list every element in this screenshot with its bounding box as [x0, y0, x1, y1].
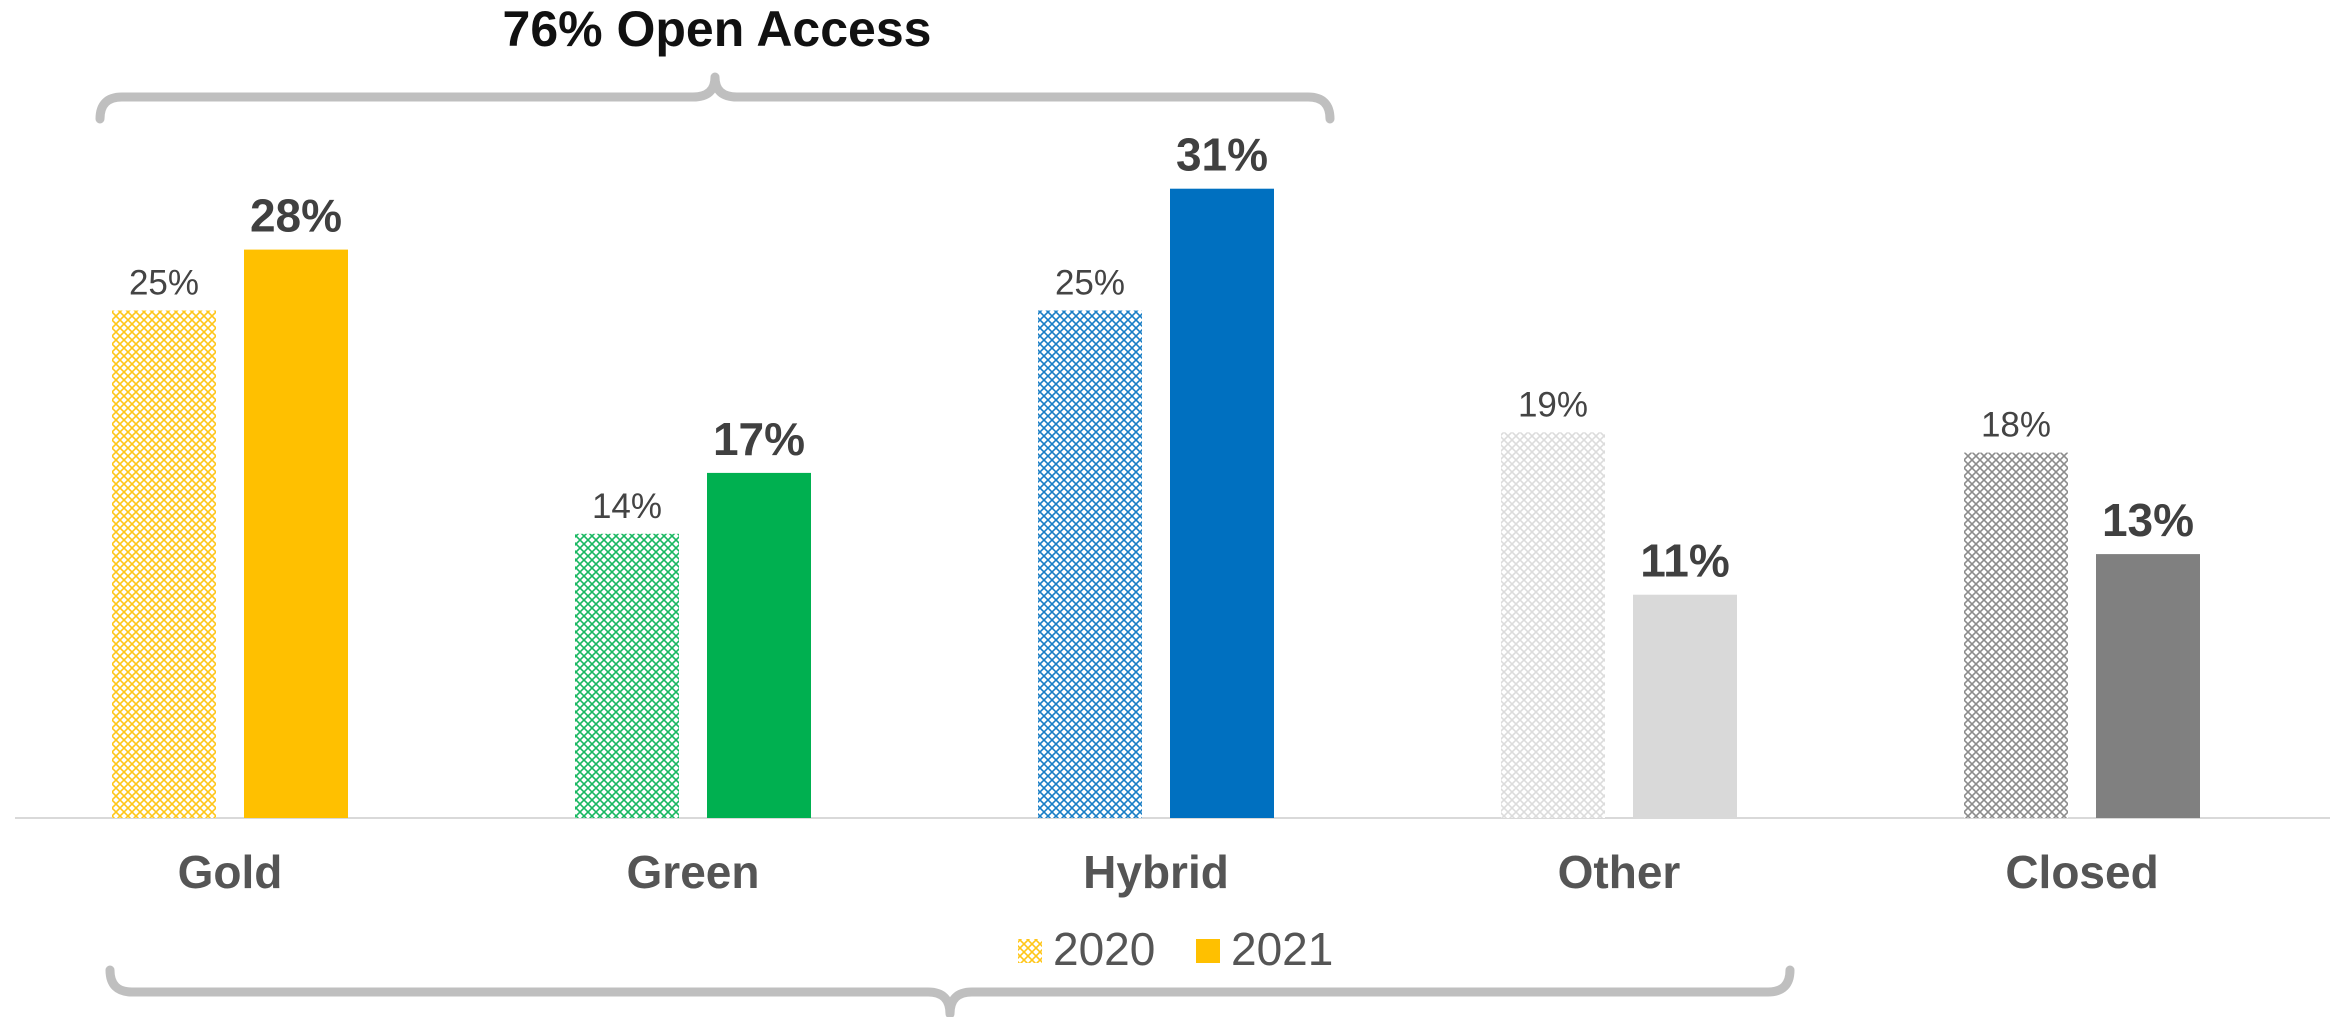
bar-green-2020 [575, 533, 679, 818]
category-label-green: Green [627, 846, 760, 898]
bar-green-2021 [707, 472, 811, 818]
legend-label-2020: 2020 [1053, 923, 1155, 975]
chart-title: 76% Open Access [503, 1, 932, 57]
label-gold-2020: 25% [129, 264, 199, 303]
legend-swatch-2021 [1196, 939, 1220, 963]
bar-hybrid-2020 [1038, 310, 1142, 818]
label-green-2021: 17% [713, 413, 805, 465]
label-hybrid-2021: 31% [1176, 129, 1268, 181]
bar-gold-2021 [244, 249, 348, 819]
category-label-hybrid: Hybrid [1083, 846, 1229, 898]
legend: 2020 2021 [1018, 923, 1333, 975]
label-gold-2021: 28% [250, 190, 342, 242]
label-closed-2020: 18% [1981, 406, 2051, 445]
category-label-other: Other [1558, 846, 1681, 898]
legend-label-2021: 2021 [1231, 923, 1333, 975]
label-hybrid-2020: 25% [1055, 264, 1125, 303]
bar-other-2020 [1501, 432, 1605, 818]
label-green-2020: 14% [592, 487, 662, 526]
category-label-closed: Closed [2005, 846, 2158, 898]
bottom-brace [105, 965, 1795, 1017]
legend-swatch-2020 [1018, 939, 1042, 963]
bar-closed-2021 [2096, 554, 2200, 818]
label-other-2021: 11% [1640, 535, 1730, 587]
bar-hybrid-2021 [1170, 188, 1274, 818]
bar-other-2021 [1633, 594, 1737, 818]
bars-group: 25% 28% Gold 14% 17% Green 25% 31% Hybrid 19% 11% O… [112, 129, 2200, 898]
category-label-gold: Gold [178, 846, 283, 898]
bar-closed-2020 [1964, 452, 2068, 818]
open-access-brace [95, 72, 1335, 124]
bar-gold-2020 [112, 310, 216, 818]
label-other-2020: 19% [1518, 385, 1588, 424]
label-closed-2021: 13% [2102, 494, 2194, 546]
